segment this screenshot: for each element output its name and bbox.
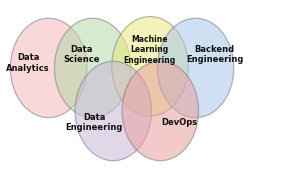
Text: Data
Analytics: Data Analytics — [6, 53, 50, 73]
Text: Data
Engineering: Data Engineering — [65, 113, 123, 132]
Text: Machine
Learning
Engineering: Machine Learning Engineering — [123, 35, 176, 65]
Text: Data
Science: Data Science — [64, 45, 100, 64]
Text: DevOps: DevOps — [161, 118, 197, 127]
Ellipse shape — [75, 61, 152, 161]
Ellipse shape — [122, 61, 199, 161]
Ellipse shape — [11, 18, 87, 118]
Ellipse shape — [112, 17, 188, 116]
Text: Backend
Engineering: Backend Engineering — [186, 45, 243, 64]
Ellipse shape — [158, 18, 234, 118]
Ellipse shape — [55, 18, 131, 118]
